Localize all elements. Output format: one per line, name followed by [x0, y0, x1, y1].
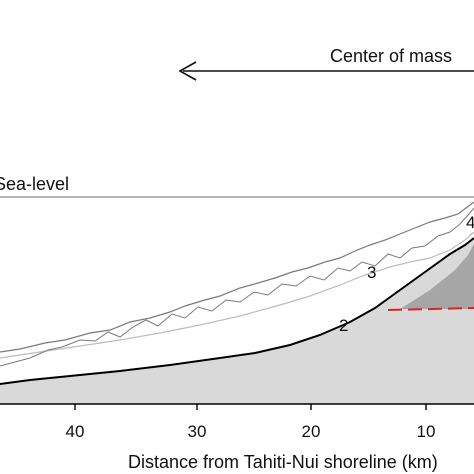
- profile-4-label: 4: [466, 213, 474, 232]
- profile-2-line: [0, 237, 474, 385]
- profile-3-line: [0, 201, 474, 353]
- x-tick-label-40: 40: [66, 422, 85, 441]
- center-of-mass-label: Center of mass: [330, 46, 452, 66]
- profile-3-label: 3: [367, 263, 376, 282]
- red-dashed-marker: [387, 307, 474, 311]
- x-tick-label-10: 10: [417, 422, 436, 441]
- center-of-mass-arrow: [178, 61, 474, 81]
- sea-level-label: Sea-level: [0, 174, 69, 194]
- island-flank: [400, 244, 474, 309]
- profile-light: [0, 231, 474, 359]
- x-tick-label-20: 20: [302, 422, 321, 441]
- profile-noisy-line: [0, 207, 474, 367]
- seafloor-area: [0, 238, 474, 404]
- x-tick-label-30: 30: [188, 422, 207, 441]
- x-axis-label: Distance from Tahiti-Nui shoreline (km): [128, 452, 438, 472]
- profile-2-label: 2: [339, 316, 348, 335]
